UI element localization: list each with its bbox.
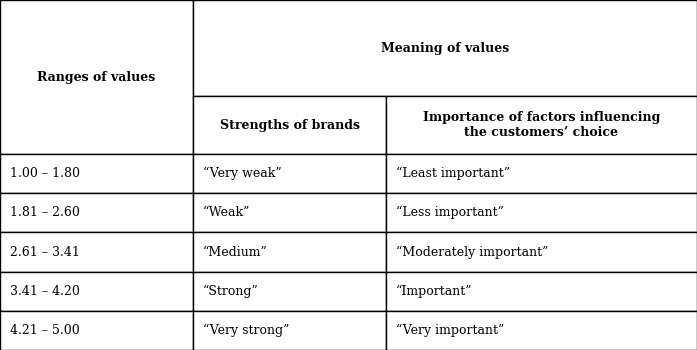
Bar [193,311,386,350]
Bar [386,154,697,193]
Text: “Moderately important”: “Moderately important” [396,245,549,259]
Text: 1.00 – 1.80: 1.00 – 1.80 [10,167,80,180]
Text: “Least important”: “Least important” [396,167,510,180]
Bar [193,232,386,272]
Bar [193,0,697,96]
Bar [386,96,697,154]
Text: 1.81 – 2.60: 1.81 – 2.60 [10,206,80,219]
Text: 4.21 – 5.00: 4.21 – 5.00 [10,324,79,337]
Text: Meaning of values: Meaning of values [381,42,509,55]
Text: “Less important”: “Less important” [396,206,504,219]
Bar [0,272,193,311]
Text: “Medium”: “Medium” [203,245,268,259]
Bar [386,272,697,311]
Text: 3.41 – 4.20: 3.41 – 4.20 [10,285,80,298]
Text: Importance of factors influencing
the customers’ choice: Importance of factors influencing the cu… [423,111,660,139]
Text: “Important”: “Important” [396,285,473,298]
Bar [0,154,193,193]
Text: “Weak”: “Weak” [203,206,250,219]
Bar [193,154,386,193]
Bar [193,193,386,232]
Text: “Strong”: “Strong” [203,285,259,298]
Bar [386,311,697,350]
Text: “Very weak”: “Very weak” [203,167,282,180]
Bar [0,311,193,350]
Text: “Very strong”: “Very strong” [203,324,289,337]
Bar [0,193,193,232]
Bar [193,272,386,311]
Bar [386,193,697,232]
Text: Strengths of brands: Strengths of brands [220,119,360,132]
Text: 2.61 – 3.41: 2.61 – 3.41 [10,245,80,259]
Text: Ranges of values: Ranges of values [38,70,155,84]
Bar [386,232,697,272]
Bar [0,232,193,272]
Text: “Very important”: “Very important” [396,324,504,337]
Bar [193,96,386,154]
Bar [0,0,193,154]
